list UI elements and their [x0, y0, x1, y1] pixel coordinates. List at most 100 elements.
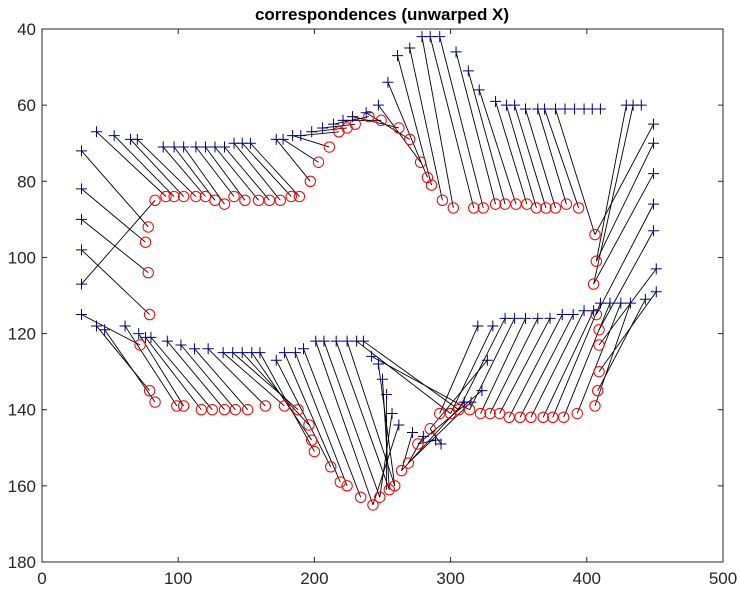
plus-point-82 — [75, 309, 87, 321]
correspondence-line-61 — [530, 310, 585, 418]
plus-point-47 — [559, 103, 571, 115]
plus-point-37 — [450, 46, 462, 58]
correspondence-line-7 — [130, 139, 184, 197]
correspondence-line-70 — [439, 325, 479, 414]
plus-point-25 — [317, 122, 329, 134]
correspondence-line-90 — [259, 352, 315, 452]
plus-point-48 — [569, 103, 581, 115]
circle-point-54 — [134, 339, 146, 351]
plus-point-101 — [298, 343, 310, 355]
correspondence-line-100 — [363, 340, 460, 411]
plus-point-93 — [217, 347, 229, 359]
plus-point-2 — [75, 213, 87, 225]
circle-point-0 — [142, 221, 154, 233]
circle-point-36 — [489, 198, 502, 210]
y-tick-label-6: 160 — [8, 477, 36, 496]
circle-point-40 — [530, 202, 543, 214]
x-tick-label-3: 300 — [436, 569, 464, 588]
correspondence-line-48 — [594, 123, 654, 235]
plus-markers — [75, 31, 662, 450]
circle-point-72 — [341, 480, 353, 492]
circle-point-26 — [375, 114, 387, 127]
plus-point-90 — [175, 339, 187, 351]
circle-point-11 — [218, 198, 231, 210]
x-axis: 0 100 200 300 400 500 — [37, 29, 737, 588]
circle-point-63 — [241, 404, 254, 416]
plus-point-64 — [615, 297, 627, 309]
plus-point-109 — [372, 358, 384, 370]
circle-point-68 — [305, 434, 318, 446]
circle-point-56 — [149, 396, 161, 408]
correspondence-line-14 — [214, 146, 259, 201]
y-tick-label-7: 180 — [8, 553, 36, 572]
correspondence-line-0 — [81, 150, 149, 228]
correspondence-line-51 — [595, 203, 654, 315]
circle-point-70 — [325, 461, 337, 473]
circle-point-77 — [389, 480, 401, 492]
circle-point-95 — [571, 407, 583, 420]
correspondence-line-41 — [514, 105, 547, 209]
circle-point-51 — [593, 365, 605, 378]
x-tick-label-1: 100 — [164, 569, 192, 588]
plus-point-7 — [108, 130, 120, 142]
circle-point-16 — [274, 194, 287, 207]
plus-point-111 — [381, 388, 393, 400]
correspondence-line-30 — [387, 82, 428, 178]
circle-point-71 — [334, 476, 346, 488]
correspondence-line-69 — [450, 325, 494, 414]
correspondence-line-40 — [506, 105, 537, 209]
correspondence-line-23 — [311, 127, 348, 133]
x-tick-label-5: 500 — [709, 569, 737, 588]
correspondence-line-58 — [563, 302, 611, 418]
plus-point-28 — [347, 111, 359, 123]
plus-point-40 — [490, 95, 502, 107]
plus-point-68 — [487, 320, 499, 332]
circle-point-6 — [168, 190, 180, 203]
circle-point-3 — [143, 308, 156, 321]
correspondence-line-66 — [480, 318, 526, 414]
plus-point-104 — [330, 335, 342, 347]
plus-point-56 — [648, 137, 660, 149]
circle-point-27 — [393, 122, 405, 134]
correspondence-line-63 — [508, 314, 563, 418]
circle-point-4 — [149, 194, 161, 207]
plus-point-103 — [318, 335, 330, 347]
plus-point-115 — [417, 430, 429, 442]
correspondence-line-10 — [173, 146, 216, 201]
circle-point-79 — [402, 457, 415, 469]
correspondence-line-3 — [81, 249, 150, 315]
plus-point-62 — [594, 297, 606, 309]
circle-point-28 — [404, 133, 416, 146]
plus-point-38 — [462, 65, 474, 77]
plus-point-39 — [473, 84, 485, 96]
correspondence-line-76 — [96, 325, 150, 391]
plus-point-6 — [90, 126, 102, 138]
plus-point-71 — [520, 312, 532, 324]
correspondence-line-38 — [478, 89, 517, 205]
correspondence-line-27 — [352, 116, 399, 129]
correspondence-line-68 — [458, 318, 506, 410]
correspondence-line-95 — [315, 341, 374, 506]
circle-point-69 — [308, 445, 321, 458]
plus-point-19 — [244, 137, 256, 149]
correspondence-line-53 — [598, 268, 657, 346]
correspondence-line-105 — [379, 413, 393, 498]
plus-point-79 — [465, 396, 477, 408]
plus-point-94 — [227, 347, 239, 359]
correspondence-line-96 — [323, 341, 381, 498]
correspondence-line-88 — [241, 352, 310, 426]
correspondence-line-39 — [495, 101, 528, 205]
circle-point-33 — [447, 202, 460, 214]
plus-point-36 — [434, 31, 446, 43]
plus-point-76 — [578, 305, 590, 317]
correspondence-line-45 — [555, 108, 596, 235]
correspondence-line-17 — [241, 142, 292, 197]
correspondence-line-62 — [519, 314, 574, 418]
correspondence-line-20 — [282, 139, 319, 163]
correspondence-line-106 — [372, 424, 400, 506]
circle-point-13 — [239, 194, 251, 207]
circle-point-49 — [593, 324, 605, 336]
circle-point-75 — [374, 491, 386, 503]
circle-point-31 — [425, 179, 438, 191]
circle-point-86 — [474, 407, 487, 420]
